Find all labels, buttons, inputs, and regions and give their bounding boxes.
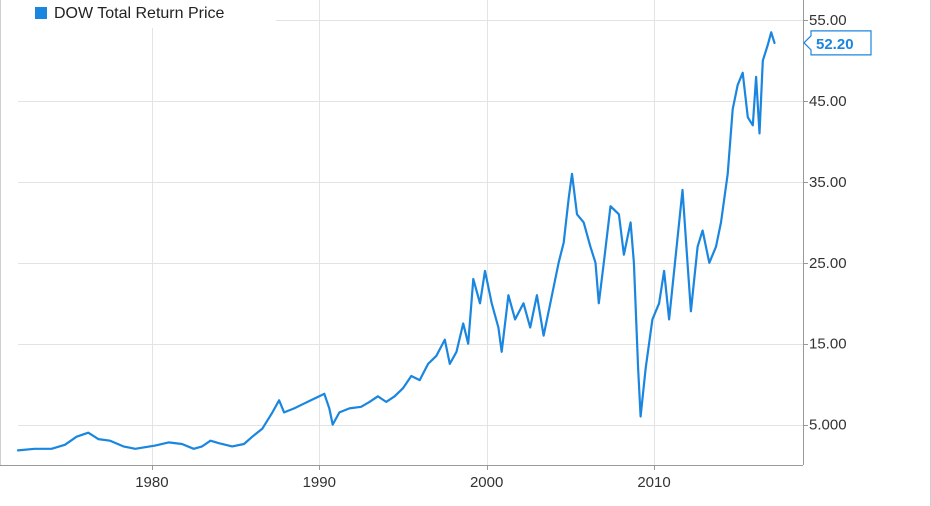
- x-tick-label: 2010: [637, 474, 670, 491]
- y-tick-label: 25.00: [809, 255, 847, 272]
- series-layer: [16, 31, 776, 452]
- x-tick-label: 2000: [470, 474, 503, 491]
- y-tick-label: 5.000: [809, 417, 847, 434]
- callout-box: [803, 30, 872, 56]
- x-tick-label: 1980: [135, 474, 168, 491]
- y-tick-label: 15.00: [809, 336, 847, 353]
- last-value-label: 52.20: [816, 36, 854, 53]
- legend: DOW Total Return Price: [18, 0, 276, 28]
- last-value-callout: 52.20: [803, 30, 872, 56]
- series-line: [16, 31, 776, 452]
- legend-label: DOW Total Return Price: [54, 5, 225, 22]
- legend-swatch: [35, 7, 47, 19]
- x-tick-label: 1990: [303, 474, 336, 491]
- y-tick-label: 45.00: [809, 93, 847, 110]
- legend-box: [18, 0, 276, 28]
- y-tick-label: 55.00: [809, 12, 847, 29]
- y-tick-label: 35.00: [809, 174, 847, 191]
